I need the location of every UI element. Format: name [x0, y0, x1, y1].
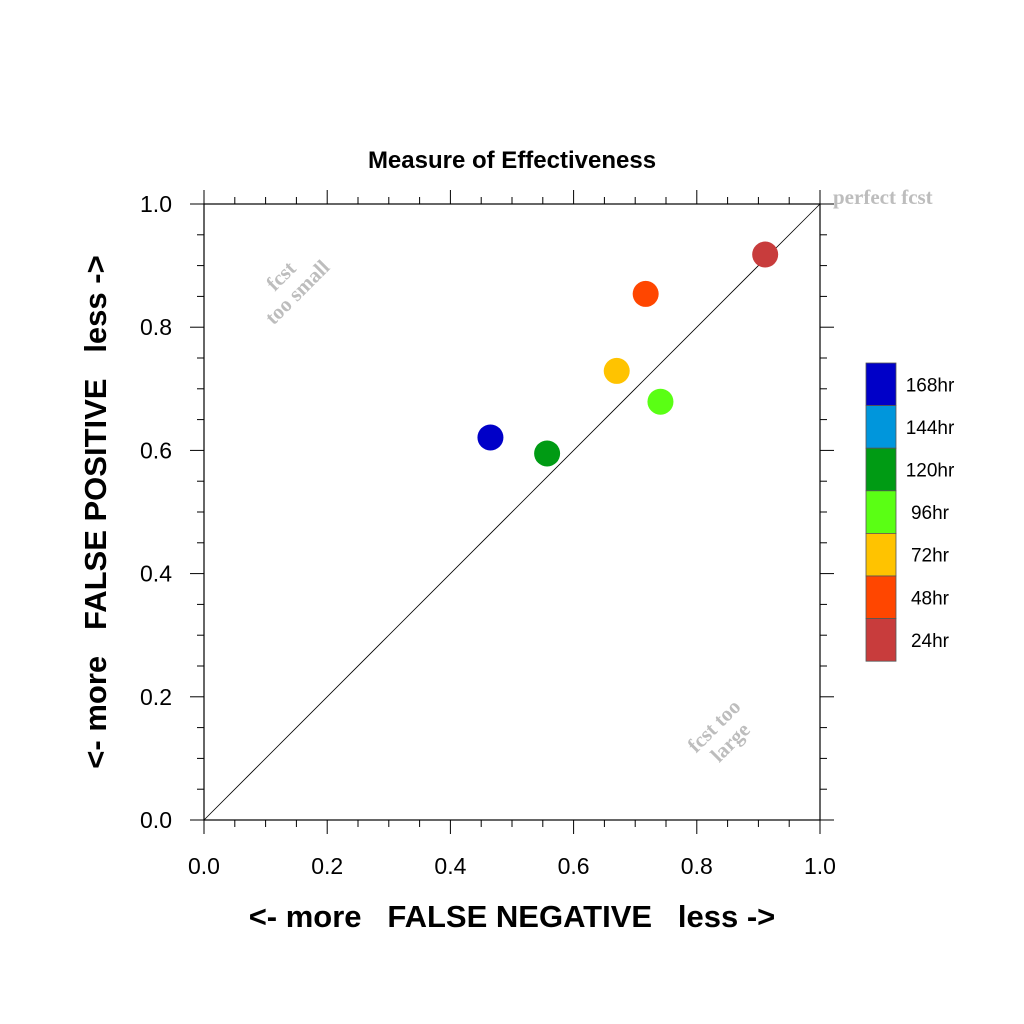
legend-label-168hr: 168hr — [906, 375, 955, 396]
data-points — [477, 241, 779, 467]
point-168hr — [477, 424, 504, 451]
plot-frame — [203, 203, 821, 821]
point-72hr — [603, 357, 630, 384]
legend-swatch-48hr — [865, 575, 897, 619]
point-48hr — [632, 280, 659, 307]
x-tick-label: 0.4 — [434, 853, 466, 879]
y-tick-label: 0.8 — [140, 314, 172, 340]
legend-swatch-120hr — [865, 447, 897, 492]
axis-ticks — [190, 190, 834, 834]
perfect-forecast-line — [203, 203, 821, 821]
too-large-annotation: fcst too large — [683, 695, 755, 767]
y-axis-title: <- more FALSE POSITIVE less -> — [78, 255, 113, 768]
x-axis-title: <- more FALSE NEGATIVE less -> — [249, 899, 776, 934]
x-tick-label: 0.2 — [311, 853, 343, 879]
point-96hr — [647, 388, 674, 415]
x-tick-label: 1.0 — [804, 853, 836, 879]
y-tick-label: 0.4 — [140, 561, 172, 587]
axis-tick-labels: 0.0 0.2 0.4 0.6 0.8 1.0 0.0 0.2 0.4 0.6 0.8 1.0 — [140, 191, 836, 879]
legend-swatch-96hr — [865, 490, 897, 534]
legend-swatch-72hr — [865, 533, 897, 577]
legend-swatch-24hr — [865, 618, 897, 662]
x-tick-label: 0.0 — [188, 853, 220, 879]
y-tick-label: 1.0 — [140, 191, 172, 217]
perfect-forecast-label: perfect fcst — [833, 185, 933, 209]
y-tick-label: 0.2 — [140, 684, 172, 710]
legend-label-96hr: 96hr — [911, 503, 950, 524]
y-tick-label: 0.0 — [140, 807, 172, 833]
legend-label-48hr: 48hr — [911, 588, 950, 609]
legend-label-24hr: 24hr — [911, 631, 950, 652]
y-tick-label: 0.6 — [140, 437, 172, 463]
point-24hr — [752, 241, 779, 268]
x-tick-label: 0.8 — [681, 853, 713, 879]
legend: 168hr 144hr 120hr 96hr 72hr 48hr 24hr — [865, 362, 955, 662]
x-tick-label: 0.6 — [558, 853, 590, 879]
plot-area: 0.0 0.2 0.4 0.6 0.8 1.0 0.0 0.2 0.4 0.6 0.8 1.0 per… — [140, 185, 933, 879]
legend-label-144hr: 144hr — [906, 418, 955, 439]
legend-swatch-168hr — [865, 362, 897, 406]
legend-swatch-144hr — [865, 405, 897, 449]
point-120hr — [534, 440, 561, 467]
too-small-annotation: fcst too small — [260, 255, 334, 329]
too-small-line2: too small — [260, 255, 334, 329]
chart-title: Measure of Effectiveness — [368, 147, 656, 174]
legend-label-72hr: 72hr — [911, 546, 950, 567]
legend-label-120hr: 120hr — [906, 461, 955, 482]
